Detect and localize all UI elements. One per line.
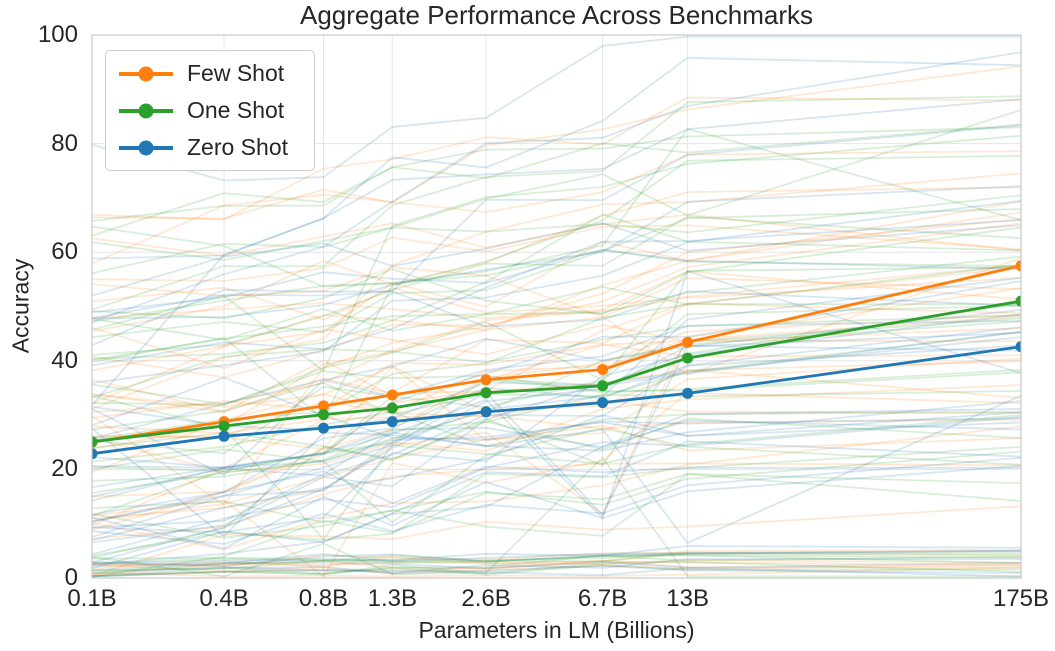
data-point-marker xyxy=(1015,341,1021,353)
data-point-marker xyxy=(386,402,398,414)
x-tick-label: 0.1B xyxy=(67,585,117,612)
aggregate-series xyxy=(92,260,1021,460)
data-point-marker xyxy=(318,409,329,421)
legend-label: Few Shot xyxy=(187,60,285,86)
data-point-marker xyxy=(682,352,694,364)
legend-label: One Shot xyxy=(187,97,285,123)
data-point-marker xyxy=(597,380,609,392)
x-tick-label: 0.4B xyxy=(199,585,249,612)
x-tick-label: 13B xyxy=(666,585,709,612)
data-point-marker xyxy=(682,387,694,399)
data-point-marker xyxy=(1015,295,1021,307)
data-point-marker xyxy=(92,448,98,460)
data-point-marker xyxy=(92,436,98,448)
data-point-marker xyxy=(1015,260,1021,272)
y-tick-label: 0 xyxy=(64,564,78,591)
series-zero-shot xyxy=(92,341,1021,460)
x-tick-label: 6.7B xyxy=(577,585,628,612)
data-point-marker xyxy=(386,416,398,428)
data-point-marker xyxy=(682,336,694,348)
data-point-marker xyxy=(597,364,609,375)
y-axis-label: Accuracy xyxy=(7,258,34,354)
chart-title: Aggregate Performance Across Benchmarks xyxy=(299,0,814,30)
line-marker-icon xyxy=(119,140,173,155)
data-point-marker xyxy=(218,430,230,442)
data-point-marker xyxy=(386,389,398,401)
data-point-marker xyxy=(480,406,492,418)
x-tick-label: 175B xyxy=(992,585,1050,612)
y-tick-label: 80 xyxy=(51,129,78,157)
legend-label: Zero Shot xyxy=(187,134,288,160)
data-point-marker xyxy=(218,420,230,432)
legend-item-one-shot: One Shot xyxy=(118,92,302,129)
data-point-marker xyxy=(597,397,609,409)
x-tick-label: 1.3B xyxy=(367,585,417,612)
line-marker-icon xyxy=(119,66,173,81)
x-tick-label: 2.6B xyxy=(461,585,511,612)
data-point-marker xyxy=(480,374,492,386)
legend: Few Shot One Shot Zero Shot xyxy=(105,50,315,171)
legend-item-zero-shot: Zero Shot xyxy=(118,129,302,166)
y-tick-label: 60 xyxy=(51,238,78,266)
y-tick-label: 100 xyxy=(37,21,78,48)
series-one-shot xyxy=(92,295,1021,448)
y-tick-label: 40 xyxy=(51,346,78,374)
data-point-marker xyxy=(318,422,329,434)
data-point-marker xyxy=(318,400,329,412)
x-tick-label: 0.8B xyxy=(298,585,349,612)
data-point-marker xyxy=(480,387,492,399)
y-tick-label: 20 xyxy=(51,455,78,483)
legend-item-few-shot: Few Shot xyxy=(118,55,302,92)
line-marker-icon xyxy=(119,103,173,118)
plot-border xyxy=(91,34,1022,579)
background-benchmark-lines xyxy=(92,35,1021,578)
x-axis-label: Parameters in LM (Billions) xyxy=(418,617,695,643)
